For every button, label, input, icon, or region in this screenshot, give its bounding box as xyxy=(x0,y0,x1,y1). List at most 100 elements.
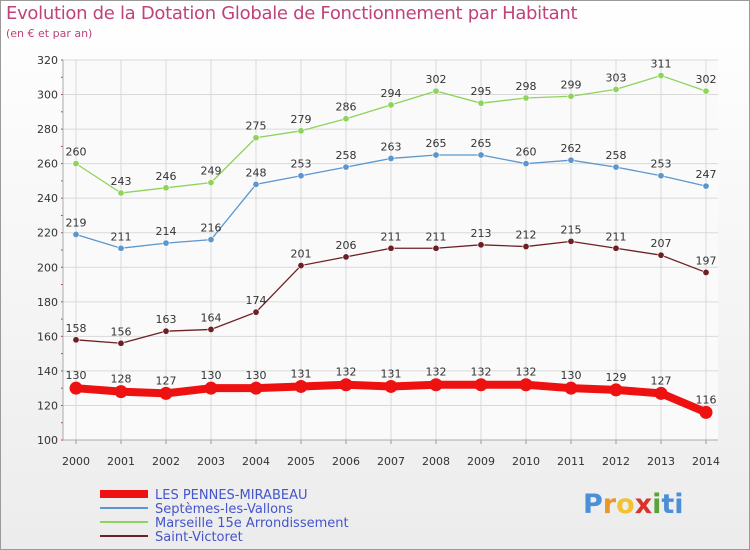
data-label: 206 xyxy=(336,239,357,252)
data-point xyxy=(297,172,305,180)
logo-letter: r xyxy=(602,489,617,520)
data-label: 131 xyxy=(381,367,402,380)
data-label: 311 xyxy=(651,58,672,71)
y-tick-label: 240 xyxy=(37,192,58,205)
data-point xyxy=(702,182,710,190)
data-point xyxy=(522,160,530,168)
data-label: 260 xyxy=(516,146,537,159)
data-point xyxy=(564,381,578,395)
data-label: 130 xyxy=(201,369,222,382)
data-label: 131 xyxy=(291,367,312,380)
data-point xyxy=(612,85,620,93)
data-point xyxy=(387,154,395,162)
data-point xyxy=(207,236,215,244)
y-tick-label: 180 xyxy=(37,296,58,309)
y-tick-label: 280 xyxy=(37,123,58,136)
data-label: 211 xyxy=(111,230,132,243)
proxiti-logo: Proxiti xyxy=(583,489,684,520)
data-point xyxy=(342,115,350,123)
data-point xyxy=(432,151,440,159)
x-tick-label: 2004 xyxy=(242,455,270,468)
legend-label: LES PENNES-MIRABEAU xyxy=(155,488,308,503)
data-point xyxy=(117,189,125,197)
data-point xyxy=(387,244,395,252)
data-label: 303 xyxy=(606,71,627,84)
data-label: 163 xyxy=(156,313,177,326)
data-point xyxy=(204,381,218,395)
data-point xyxy=(702,87,710,95)
data-point xyxy=(72,230,80,238)
chart-title: Evolution de la Dotation Globale de Fonc… xyxy=(6,3,578,24)
data-point xyxy=(522,243,530,251)
y-tick-label: 300 xyxy=(37,89,58,102)
data-point xyxy=(387,101,395,109)
data-label: 253 xyxy=(291,158,312,171)
data-label: 262 xyxy=(561,142,582,155)
data-point xyxy=(429,378,443,392)
data-label: 127 xyxy=(651,374,672,387)
data-label: 129 xyxy=(606,371,627,384)
data-label: 207 xyxy=(651,237,672,250)
data-point xyxy=(567,237,575,245)
chart-subtitle: (en € et par an) xyxy=(6,27,93,40)
data-label: 260 xyxy=(66,146,87,159)
data-point xyxy=(657,251,665,259)
data-point xyxy=(207,325,215,333)
data-label: 219 xyxy=(66,216,87,229)
data-label: 212 xyxy=(516,229,537,242)
data-label: 249 xyxy=(201,165,222,178)
data-label: 213 xyxy=(471,227,492,240)
legend-label: Saint-Victoret xyxy=(155,530,243,545)
data-point xyxy=(114,385,128,399)
data-label: 158 xyxy=(66,322,87,335)
data-label: 263 xyxy=(381,140,402,153)
data-point xyxy=(567,156,575,164)
data-label: 130 xyxy=(561,369,582,382)
data-label: 298 xyxy=(516,80,537,93)
x-tick-label: 2014 xyxy=(692,455,720,468)
data-label: 197 xyxy=(696,254,717,267)
data-label: 116 xyxy=(696,393,717,406)
data-label: 174 xyxy=(246,294,267,307)
logo-letter: i xyxy=(652,489,662,520)
y-tick-label: 140 xyxy=(37,365,58,378)
x-tick-label: 2001 xyxy=(107,455,135,468)
x-tick-label: 2007 xyxy=(377,455,405,468)
data-label: 132 xyxy=(426,366,447,379)
data-label: 211 xyxy=(381,230,402,243)
data-point xyxy=(609,383,623,397)
data-point xyxy=(117,244,125,252)
data-label: 295 xyxy=(471,85,492,98)
x-tick-label: 2000 xyxy=(62,455,90,468)
x-tick-label: 2003 xyxy=(197,455,225,468)
data-label: 216 xyxy=(201,222,222,235)
data-point xyxy=(657,72,665,80)
data-point xyxy=(162,239,170,247)
data-label: 246 xyxy=(156,170,177,183)
data-label: 201 xyxy=(291,248,312,261)
data-label: 211 xyxy=(606,230,627,243)
data-point xyxy=(612,163,620,171)
data-label: 247 xyxy=(696,168,717,181)
data-point xyxy=(162,184,170,192)
y-tick-label: 160 xyxy=(37,330,58,343)
data-point xyxy=(297,127,305,135)
x-tick-label: 2012 xyxy=(602,455,630,468)
data-point xyxy=(72,336,80,344)
data-label: 299 xyxy=(561,78,582,91)
y-tick-label: 200 xyxy=(37,261,58,274)
data-point xyxy=(612,244,620,252)
data-point xyxy=(252,180,260,188)
data-point xyxy=(567,92,575,100)
legend: LES PENNES-MIRABEAUSeptèmes-les-VallonsM… xyxy=(100,488,349,545)
data-point xyxy=(342,163,350,171)
data-point xyxy=(654,386,668,400)
data-point xyxy=(702,268,710,276)
data-label: 294 xyxy=(381,87,402,100)
legend-label: Septèmes-les-Vallons xyxy=(155,502,293,517)
data-label: 214 xyxy=(156,225,177,238)
data-label: 132 xyxy=(516,366,537,379)
x-tick-label: 2010 xyxy=(512,455,540,468)
data-label: 132 xyxy=(336,366,357,379)
